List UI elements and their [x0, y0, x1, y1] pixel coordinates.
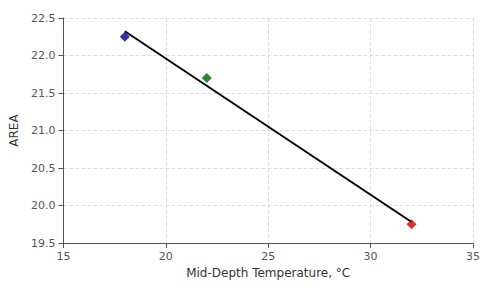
- svg-text:20.5: 20.5: [31, 162, 56, 175]
- svg-text:35: 35: [466, 250, 480, 263]
- svg-text:21.0: 21.0: [31, 124, 56, 137]
- svg-text:20.0: 20.0: [31, 199, 56, 212]
- svg-text:22.0: 22.0: [31, 49, 56, 62]
- svg-text:19.5: 19.5: [31, 237, 56, 250]
- svg-text:AREA: AREA: [7, 114, 21, 147]
- svg-text:21.5: 21.5: [31, 87, 56, 100]
- svg-text:22.5: 22.5: [31, 12, 56, 25]
- svg-text:Mid-Depth Temperature, °C: Mid-Depth Temperature, °C: [186, 266, 350, 280]
- svg-text:20: 20: [159, 250, 173, 263]
- svg-text:25: 25: [261, 250, 275, 263]
- svg-text:30: 30: [364, 250, 378, 263]
- svg-text:15: 15: [56, 250, 70, 263]
